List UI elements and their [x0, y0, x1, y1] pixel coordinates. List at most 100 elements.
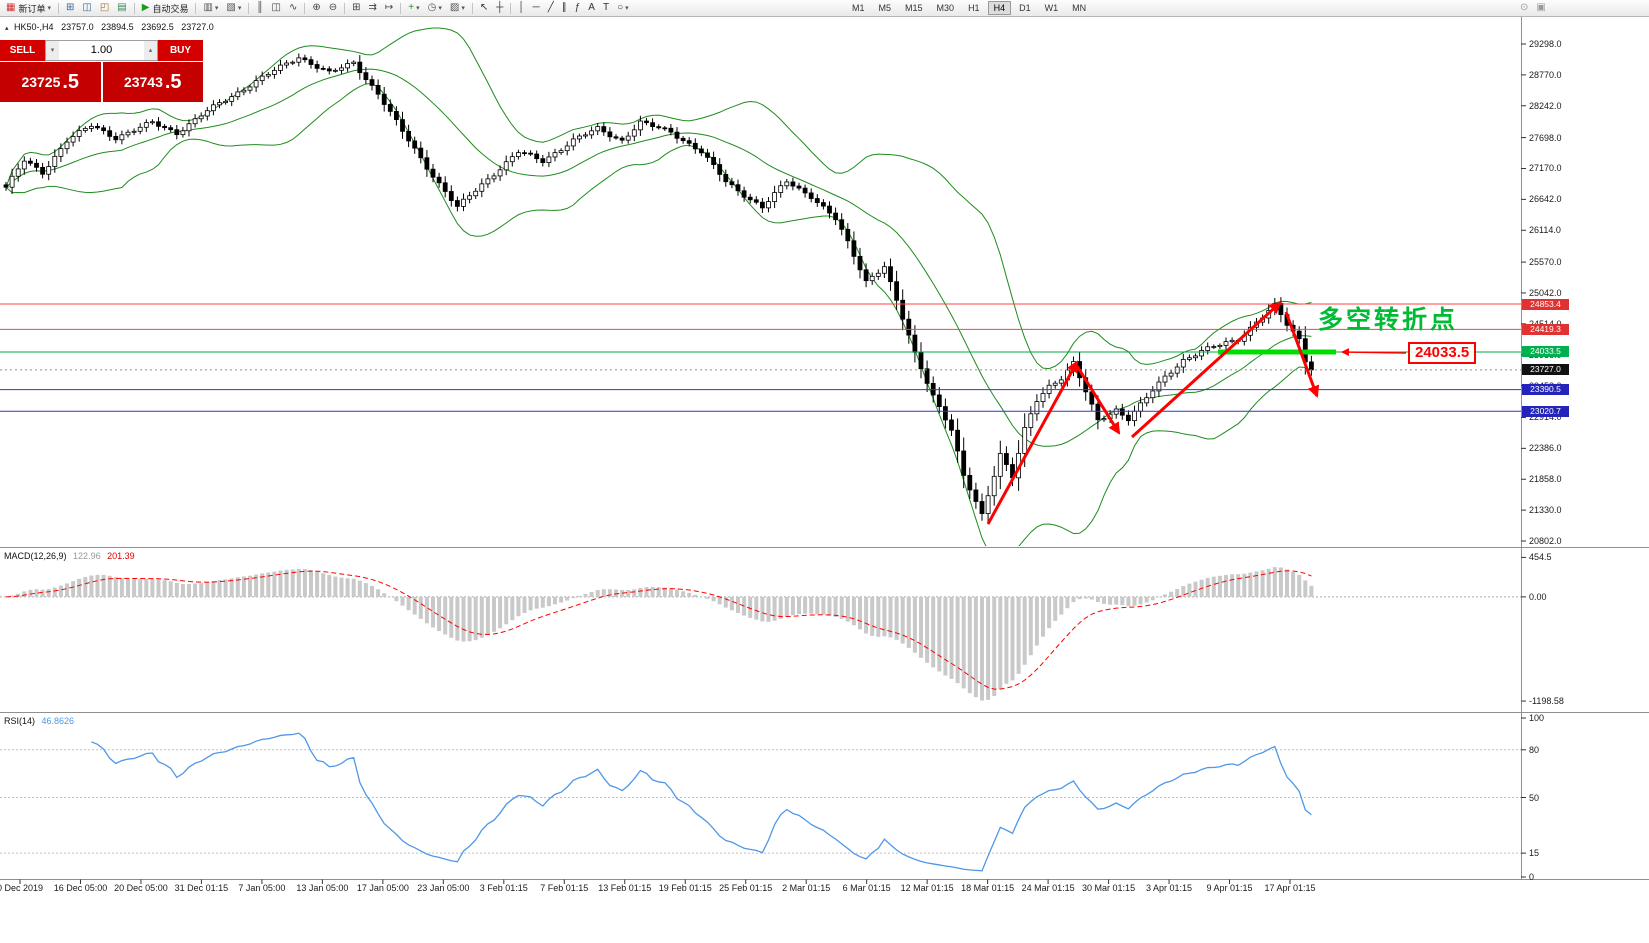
terminal-button[interactable]: ▤	[114, 1, 129, 15]
fibonacci-button[interactable]: ƒ	[572, 1, 584, 15]
templates-button[interactable]: ▨ ▾	[447, 1, 468, 15]
timeframe-mn-button[interactable]: MN	[1072, 3, 1087, 13]
profiles-button[interactable]: ▧ ▾	[223, 1, 244, 15]
market-watch-icon: ⊞	[65, 2, 75, 13]
price-axis-tick: 28770.0	[1529, 69, 1562, 80]
bollinger-bands	[5, 27, 1312, 546]
buy-price-button[interactable]: 23743 .5	[102, 62, 203, 102]
cursor-icon: ↖	[479, 2, 489, 13]
macd-axis-tick: -1198.58	[1529, 696, 1564, 707]
timeframe-m15-button[interactable]: M15	[905, 3, 923, 13]
indicators-button[interactable]: + ▾	[405, 1, 422, 15]
new-chart-button[interactable]: ▥ ▾	[200, 1, 221, 15]
buy-button[interactable]: BUY	[158, 40, 203, 61]
volume-input[interactable]: 1.00	[90, 44, 113, 56]
time-axis-tick: 30 Mar 01:15	[1082, 883, 1136, 893]
rsi-axis-tick: 50	[1529, 792, 1540, 803]
toolbar-separator	[304, 2, 306, 14]
periods-button[interactable]: ◷ ▾	[425, 1, 445, 15]
properties-button[interactable]: ▣	[1533, 1, 1548, 15]
time-axis-tick: 2 Mar 01:15	[782, 883, 831, 893]
zoom-out-icon: ⊖	[328, 2, 338, 13]
label-button[interactable]: T	[600, 1, 612, 15]
candles-group	[3, 53, 1314, 525]
zoom-in-button[interactable]: ⊕	[309, 1, 323, 15]
cursor-button[interactable]: ↖	[477, 1, 491, 15]
timeframe-h4-button[interactable]: H4	[987, 1, 1012, 15]
trendline-icon: ╱	[547, 2, 554, 13]
turning-point-annotation[interactable]: 多空转折点	[1318, 306, 1459, 334]
data-window-button[interactable]: ◫	[79, 1, 94, 15]
autotrading-button[interactable]: ▶ 自动交易	[139, 1, 192, 15]
volume-increase-button[interactable]: ▴	[144, 41, 157, 60]
time-axis-tick: 17 Jan 05:00	[356, 883, 409, 893]
tile-windows-button[interactable]: ⊞	[349, 1, 363, 15]
trend-arrow[interactable]	[1130, 301, 1282, 439]
timeframe-m1-button[interactable]: M1	[852, 3, 865, 13]
price-axis-tick: 20802.0	[1529, 536, 1562, 546]
shapes-button[interactable]: ○ ▾	[614, 1, 632, 15]
macd-value-signal: 201.39	[107, 551, 135, 561]
text-icon: A	[588, 2, 595, 13]
price-level-label-24033.5: 24033.5	[1522, 346, 1569, 358]
crosshair-button[interactable]: ┼	[493, 1, 506, 15]
horizontal-line-icon: ─	[532, 2, 540, 13]
bar-chart-button[interactable]: ║	[253, 1, 266, 15]
candlestick-chart-button[interactable]: ◫	[268, 1, 283, 15]
candlestick-chart-icon: ◫	[271, 2, 281, 13]
rsi-axis-tick: 100	[1529, 713, 1545, 723]
toolbar-separator	[471, 2, 473, 14]
toolbar-separator	[248, 2, 250, 14]
auto-scroll-button[interactable]: ⇉	[366, 1, 380, 15]
chart-shift-button[interactable]: ↦	[382, 1, 396, 15]
price-axis-tick: 21330.0	[1529, 505, 1562, 516]
price-axis-tick: 26114.0	[1529, 225, 1561, 236]
time-axis-tick: 31 Dec 01:15	[174, 883, 229, 893]
line-chart-button[interactable]: ∿	[286, 1, 300, 15]
price-axis-tick: 29298.0	[1529, 39, 1562, 49]
time-axis-tick: 0 Dec 2019	[0, 883, 44, 893]
market-watch-button[interactable]: ⊞	[63, 1, 77, 15]
sell-price-button[interactable]: 23725 .5	[0, 62, 101, 102]
vertical-line-icon: │	[518, 2, 525, 13]
volume-box: ▾ 1.00 ▴	[45, 40, 158, 61]
buy-price-base: 23743	[123, 74, 163, 90]
timeframe-m5-button[interactable]: M5	[878, 3, 892, 13]
trendline-button[interactable]: ╱	[545, 1, 557, 15]
time-axis-tick: 3 Feb 01:15	[479, 883, 528, 893]
auto-scroll-icon: ⇉	[368, 2, 377, 13]
toolbar-separator	[133, 2, 135, 14]
channel-icon: ∥	[561, 2, 567, 13]
sell-button[interactable]: SELL	[0, 40, 45, 61]
time-axis-tick: 16 Dec 05:00	[53, 883, 108, 893]
navigator-button[interactable]: ◰	[97, 1, 112, 15]
symbol-info-line: ▴ HK50-,H4 23757.0 23894.5 23692.5 23727…	[5, 22, 219, 32]
volume-decrease-button[interactable]: ▾	[46, 41, 59, 60]
one-click-toggle-icon[interactable]: ▴	[5, 25, 9, 32]
rsi-axis-tick: 80	[1529, 744, 1540, 755]
timeframe-m30-button[interactable]: M30	[936, 3, 955, 13]
caret-down-icon: ▾	[214, 5, 219, 12]
magnifier-button[interactable]: ⊙	[1517, 1, 1531, 15]
timeframe-w1-button[interactable]: W1	[1044, 3, 1059, 13]
trend-arrow[interactable]	[1075, 365, 1121, 435]
trend-arrow[interactable]	[986, 360, 1079, 525]
vertical-line-button[interactable]: │	[515, 1, 527, 15]
channel-button[interactable]: ∥	[559, 1, 570, 15]
timeframe-h1-button[interactable]: H1	[968, 3, 980, 13]
price-axis-tick: 27170.0	[1529, 163, 1562, 174]
zoom-out-button[interactable]: ⊖	[326, 1, 340, 15]
price-axis-tick: 26642.0	[1529, 194, 1562, 205]
new-order-button[interactable]: ▦ 新订单 ▾	[3, 1, 54, 15]
timeframe-d1-button[interactable]: D1	[1019, 3, 1031, 13]
text-button[interactable]: A	[585, 1, 598, 15]
toolbar-separator	[195, 2, 197, 14]
time-axis-tick: 20 Dec 05:00	[114, 883, 168, 893]
horizontal-line-button[interactable]: ─	[530, 1, 543, 15]
macd-label-line: MACD(12,26,9) 122.96 201.39	[4, 551, 139, 561]
price-callout-box[interactable]: 24033.5	[1408, 342, 1477, 364]
trend-arrow[interactable]	[1284, 311, 1320, 398]
time-axis-tick: 9 Apr 01:15	[1206, 883, 1253, 893]
label-icon: T	[602, 2, 610, 13]
